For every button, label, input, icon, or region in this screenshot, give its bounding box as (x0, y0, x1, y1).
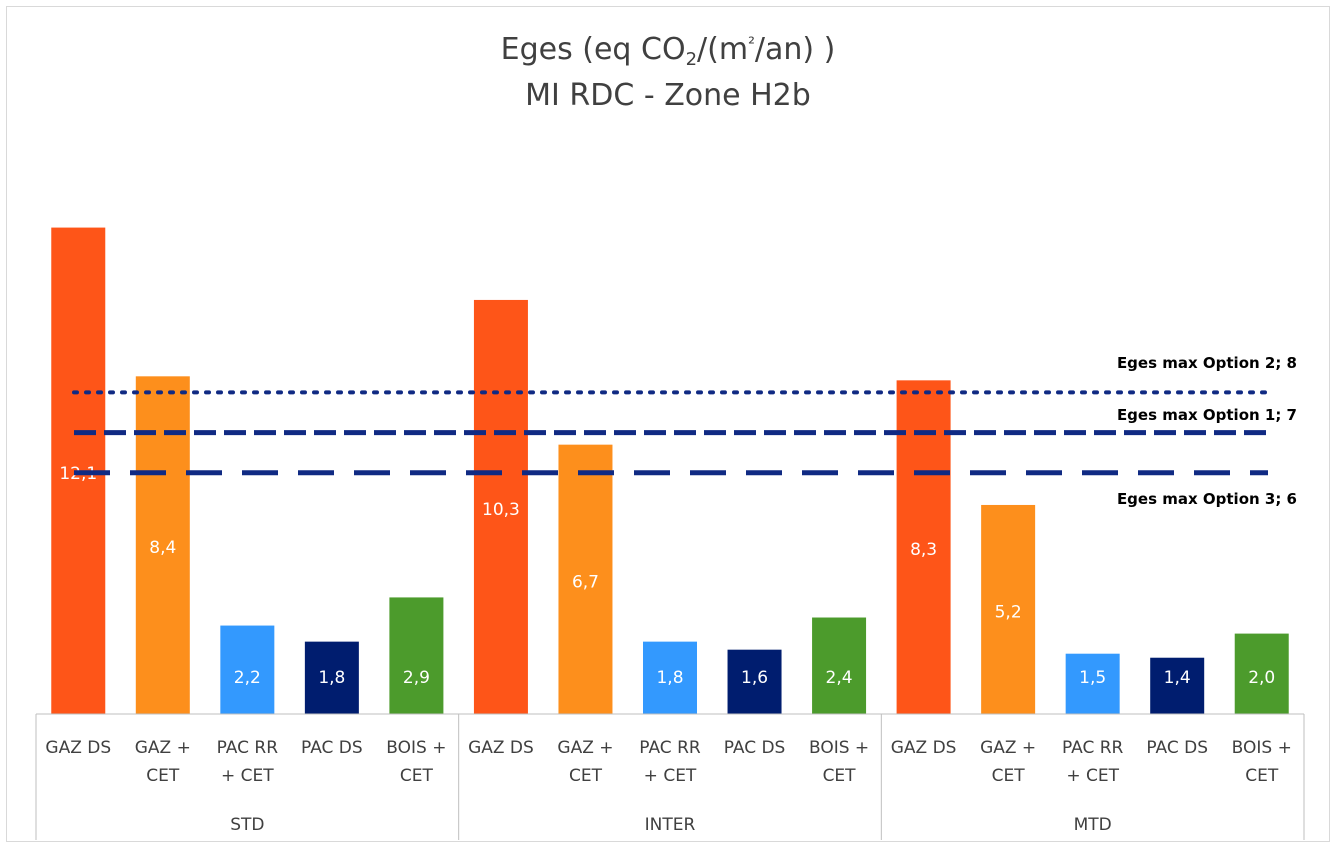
x-tick-label: GAZ DS (468, 738, 534, 758)
group-label: INTER (645, 815, 696, 835)
group-label: MTD (1074, 815, 1112, 835)
group-label: STD (230, 815, 264, 835)
data-label: 1,6 (741, 668, 768, 688)
x-tick-label: BOIS + (809, 738, 869, 758)
bar-inter-2 (643, 641, 697, 714)
x-tick-label: PAC DS (724, 738, 786, 758)
data-label: 1,4 (1164, 668, 1191, 688)
x-tick-label: CET (146, 766, 180, 786)
x-tick-label: CET (1245, 766, 1279, 786)
x-tick-label: GAZ + (135, 738, 191, 758)
data-label: 1,8 (318, 668, 345, 688)
x-tick-label: + CET (644, 766, 697, 786)
x-tick-label: CET (823, 766, 857, 786)
data-label: 8,3 (910, 540, 937, 560)
x-tick-label: CET (569, 766, 603, 786)
data-label: 1,5 (1079, 668, 1106, 688)
x-tick-label: CET (992, 766, 1026, 786)
data-label: 8,4 (149, 538, 176, 558)
chart-subtitle: MI RDC - Zone H2b (525, 78, 811, 113)
bar-inter-0 (473, 299, 528, 714)
x-tick-label: + CET (221, 766, 274, 786)
bar-inter-1 (558, 444, 613, 714)
x-tick-label: GAZ DS (45, 738, 111, 758)
bar-mtd-1 (981, 504, 1036, 714)
x-tick-label: PAC DS (301, 738, 363, 758)
bar-inter-4 (812, 617, 867, 714)
x-tick-label: CET (400, 766, 434, 786)
data-label: 10,3 (482, 500, 520, 520)
x-tick-label: PAC RR (1062, 738, 1124, 758)
x-tick-label: GAZ + (557, 738, 613, 758)
data-label: 2,0 (1248, 668, 1275, 688)
threshold-label: Eges max Option 2; 8 (1117, 354, 1297, 372)
threshold-label: Eges max Option 3; 6 (1117, 490, 1297, 508)
data-label: 2,9 (403, 668, 430, 688)
bar-std-2 (220, 625, 275, 714)
x-tick-label: BOIS + (386, 738, 446, 758)
bar-std-4 (389, 597, 444, 714)
x-tick-label: PAC DS (1146, 738, 1208, 758)
x-tick-label: GAZ DS (891, 738, 957, 758)
bar-mtd-4 (1234, 633, 1289, 714)
x-tick-label: PAC RR (639, 738, 701, 758)
threshold-label: Eges max Option 1; 7 (1117, 406, 1297, 424)
bar-std-3 (304, 641, 359, 714)
x-tick-label: PAC RR (217, 738, 279, 758)
bar-mtd-3 (1150, 657, 1205, 714)
bar-mtd-0 (896, 380, 951, 714)
bar-mtd-2 (1065, 653, 1120, 714)
data-label: 6,7 (572, 572, 599, 592)
data-label: 1,8 (656, 668, 683, 688)
chart-title: Eges (eq CO2/(m²/an) ) (500, 32, 836, 70)
x-tick-label: GAZ + (980, 738, 1036, 758)
x-tick-label: + CET (1066, 766, 1119, 786)
data-label: 5,2 (995, 602, 1022, 622)
x-tick-label: BOIS + (1232, 738, 1292, 758)
data-label: 2,2 (234, 668, 261, 688)
bar-inter-3 (727, 649, 782, 714)
data-label: 2,4 (826, 668, 853, 688)
